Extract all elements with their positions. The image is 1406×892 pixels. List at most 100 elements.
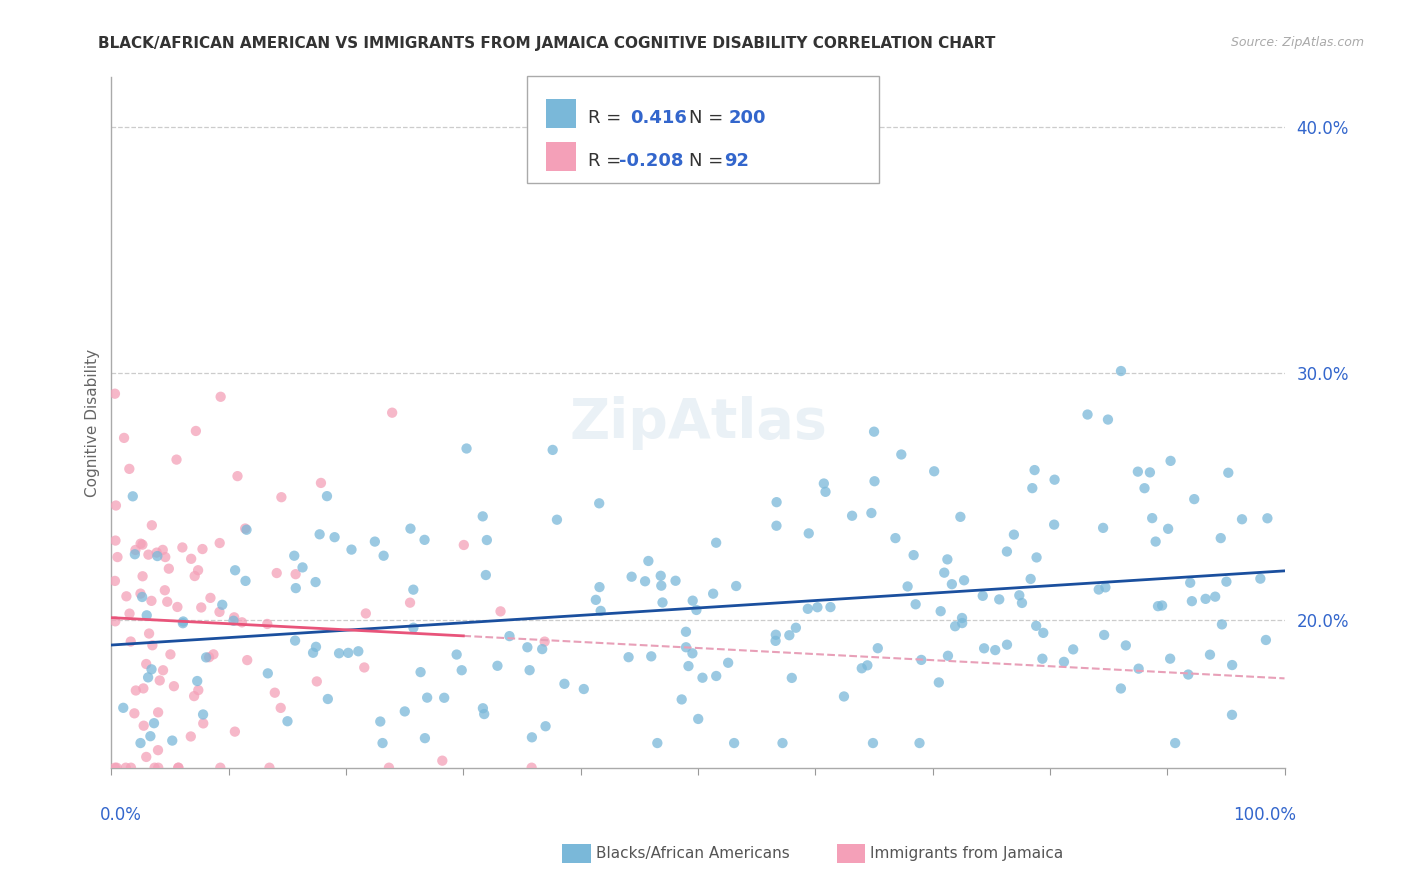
Point [416,690,439,705]
Point [172,615,194,629]
Point [953,574,976,588]
Point [1194,591,1216,606]
Point [209,761,232,775]
Point [1109,681,1132,696]
Point [1109,364,1132,378]
Point [446,648,468,662]
Point [725,579,748,593]
Point [1220,658,1243,673]
Point [190,600,212,615]
Point [453,538,475,552]
Point [941,577,963,591]
Point [862,736,884,750]
Point [472,707,495,722]
Point [291,560,314,574]
Point [450,663,472,677]
Point [1092,521,1115,535]
Point [180,551,202,566]
Point [305,674,328,689]
Point [209,390,232,404]
Point [1031,651,1053,665]
Point [650,569,672,583]
Point [704,669,727,683]
Point [381,406,404,420]
Point [475,533,498,547]
Point [516,640,538,655]
Point [772,736,794,750]
Point [806,600,828,615]
Point [723,736,745,750]
Point [373,549,395,563]
Point [890,448,912,462]
Point [520,731,543,745]
Point [1157,522,1180,536]
Point [1076,408,1098,422]
Point [224,610,246,624]
Point [211,598,233,612]
Point [135,750,157,764]
Point [520,761,543,775]
Point [1053,655,1076,669]
Point [1139,466,1161,480]
Point [124,706,146,721]
Point [183,689,205,703]
Point [785,621,807,635]
Point [949,509,972,524]
Point [180,730,202,744]
Point [1126,465,1149,479]
Point [141,594,163,608]
Point [146,743,169,757]
Point [409,665,432,679]
Point [851,661,873,675]
Point [138,626,160,640]
Point [1147,599,1170,614]
Point [950,611,973,625]
Point [105,761,128,775]
Point [166,599,188,614]
Point [104,615,127,629]
Point [184,424,207,438]
Point [104,761,127,775]
Point [863,425,886,439]
Point [187,683,209,698]
Point [235,574,257,588]
Point [1021,481,1043,495]
Point [1182,492,1205,507]
Point [124,543,146,558]
Point [995,544,1018,558]
Point [118,607,141,621]
Point [167,761,190,775]
Point [302,646,325,660]
Point [200,591,222,605]
Point [778,628,800,642]
Point [368,714,391,729]
Point [1159,651,1181,665]
Point [256,666,278,681]
Point [394,705,416,719]
Point [222,614,245,628]
Point [832,690,855,704]
Point [399,596,422,610]
Point [316,489,339,503]
Point [284,581,307,595]
Text: R =: R = [588,109,627,127]
Point [399,522,422,536]
Point [115,590,138,604]
Point [617,650,640,665]
Point [675,624,697,639]
Point [1032,625,1054,640]
Point [167,761,190,775]
Point [270,490,292,504]
Point [191,542,214,557]
Point [973,641,995,656]
Point [139,729,162,743]
Text: Immigrants from Jamaica: Immigrants from Jamaica [870,847,1063,861]
Point [471,509,494,524]
Point [208,536,231,550]
Text: Source: ZipAtlas.com: Source: ZipAtlas.com [1230,36,1364,49]
Point [118,462,141,476]
Point [104,574,127,588]
Point [193,716,215,731]
Y-axis label: Cognitive Disability: Cognitive Disability [86,349,100,497]
Point [256,617,278,632]
